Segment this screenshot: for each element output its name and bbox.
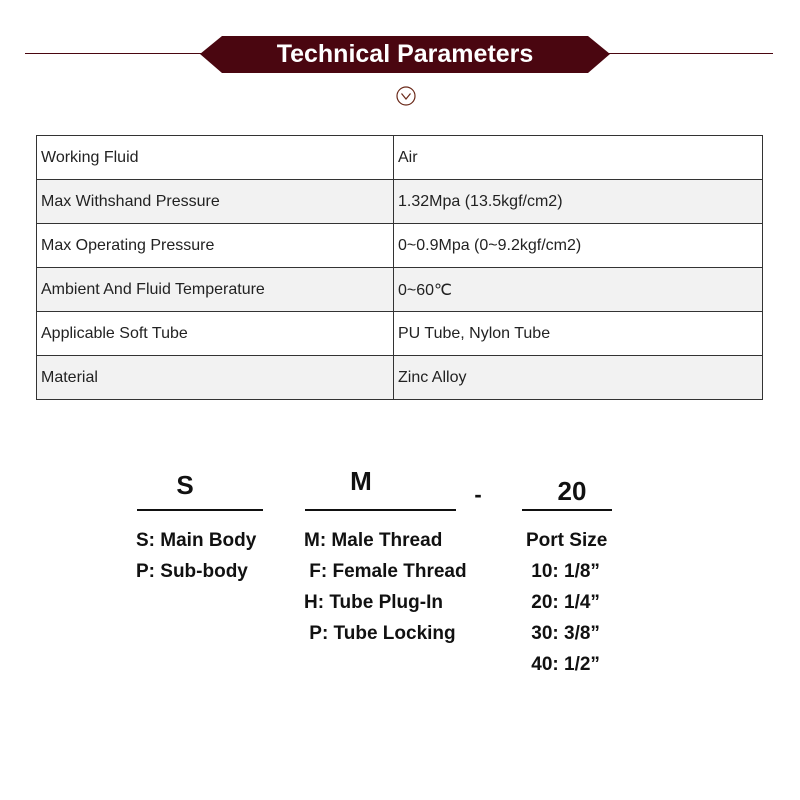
port-option: Port Size	[526, 530, 608, 551]
page-title: Technical Parameters	[276, 40, 534, 68]
spec-row: Working Fluid Air	[36, 135, 763, 180]
spec-row: Max Operating Pressure 0~0.9Mpa (0~9.2kgf…	[36, 223, 763, 268]
body-option: S: Main Body	[136, 530, 257, 551]
spec-value: Air	[393, 135, 763, 180]
thread-option: H: Tube Plug-In	[304, 592, 443, 613]
spec-label: Applicable Soft Tube	[36, 311, 394, 356]
code-underline	[522, 509, 612, 511]
body-options: S: Main Body P: Sub-body	[136, 525, 256, 587]
code-part-port: 20	[557, 476, 587, 506]
chevron-down-circle-icon	[396, 86, 416, 106]
port-option: 10: 1/8”	[526, 561, 600, 582]
code-part-body: S	[176, 470, 194, 500]
spec-value: Zinc Alloy	[393, 355, 763, 400]
code-separator: -	[474, 482, 482, 507]
spec-label: Max Withshand Pressure	[36, 179, 394, 224]
spec-value: 0~60℃	[393, 267, 763, 312]
spec-value: 0~0.9Mpa (0~9.2kgf/cm2)	[393, 223, 763, 268]
thread-option: M: Male Thread	[304, 530, 443, 551]
spec-label: Working Fluid	[36, 135, 394, 180]
code-underline	[305, 509, 456, 511]
thread-option: P: Tube Locking	[304, 623, 456, 644]
spec-row: Applicable Soft Tube PU Tube, Nylon Tube	[36, 311, 763, 356]
code-part-thread: M	[350, 466, 372, 496]
spec-value: 1.32Mpa (13.5kgf/cm2)	[393, 179, 763, 224]
thread-options: M: Male Thread F: Female Thread H: Tube P…	[304, 525, 467, 649]
port-option: 40: 1/2”	[526, 654, 600, 675]
port-option: 20: 1/4”	[526, 592, 600, 613]
spec-label: Ambient And Fluid Temperature	[36, 267, 394, 312]
title-banner	[200, 36, 610, 73]
thread-option: F: Female Thread	[304, 561, 467, 582]
spec-label: Max Operating Pressure	[36, 223, 394, 268]
spec-row: Ambient And Fluid Temperature 0~60℃	[36, 267, 763, 312]
code-underline	[137, 509, 263, 511]
port-size-options: Port Size 10: 1/8” 20: 1/4” 30: 3/8” 40:…	[526, 525, 607, 680]
body-option: P: Sub-body	[136, 561, 248, 582]
spec-table: Working Fluid Air Max Withshand Pressure 1.…	[36, 135, 763, 400]
spec-row: Material Zinc Alloy	[36, 355, 763, 400]
port-option: 30: 3/8”	[526, 623, 600, 644]
spec-label: Material	[36, 355, 394, 400]
spec-value: PU Tube, Nylon Tube	[393, 311, 763, 356]
spec-row: Max Withshand Pressure 1.32Mpa (13.5kgf/c…	[36, 179, 763, 224]
